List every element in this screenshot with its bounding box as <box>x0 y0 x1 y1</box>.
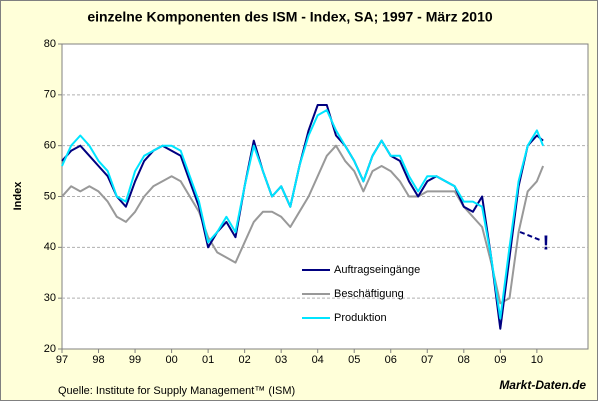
x-tick-label: 09 <box>494 354 506 366</box>
x-tick-label: 97 <box>56 354 68 366</box>
legend-label: Beschäftigung <box>334 288 404 300</box>
x-tick-label: 01 <box>202 354 214 366</box>
x-tick-label: 06 <box>385 354 397 366</box>
x-tick-label: 02 <box>239 354 251 366</box>
x-tick-label: 04 <box>312 354 324 366</box>
y-tick-label: 40 <box>44 241 56 253</box>
legend-label: Produktion <box>334 312 387 324</box>
x-tick-label: 03 <box>275 354 287 366</box>
annotation: ! <box>543 232 550 254</box>
y-tick-label: 80 <box>44 38 56 50</box>
x-tick-label: 99 <box>129 354 141 366</box>
y-tick-label: 50 <box>44 190 56 202</box>
y-tick-label: 30 <box>44 292 56 304</box>
x-tick-label: 07 <box>421 354 433 366</box>
source: Quelle: Institute for Supply Management™… <box>58 385 295 397</box>
x-tick-label: 08 <box>458 354 470 366</box>
chart-title: einzelne Komponenten des ISM - Index, SA… <box>87 9 493 25</box>
legend-label: Auftragseingänge <box>334 264 420 276</box>
series-line <box>61 109 545 320</box>
brand: Markt-Daten.de <box>499 378 586 392</box>
y-tick-label: 70 <box>44 89 56 101</box>
x-tick-label: 05 <box>348 354 360 366</box>
x-tick-label: 00 <box>165 354 177 366</box>
x-tick-label: 10 <box>531 354 543 366</box>
annotation-line <box>519 231 541 241</box>
x-tick-label: 98 <box>92 354 104 366</box>
y-axis-label: Index <box>12 181 24 211</box>
y-tick-label: 60 <box>44 140 56 152</box>
y-tick-label: 20 <box>44 343 56 355</box>
